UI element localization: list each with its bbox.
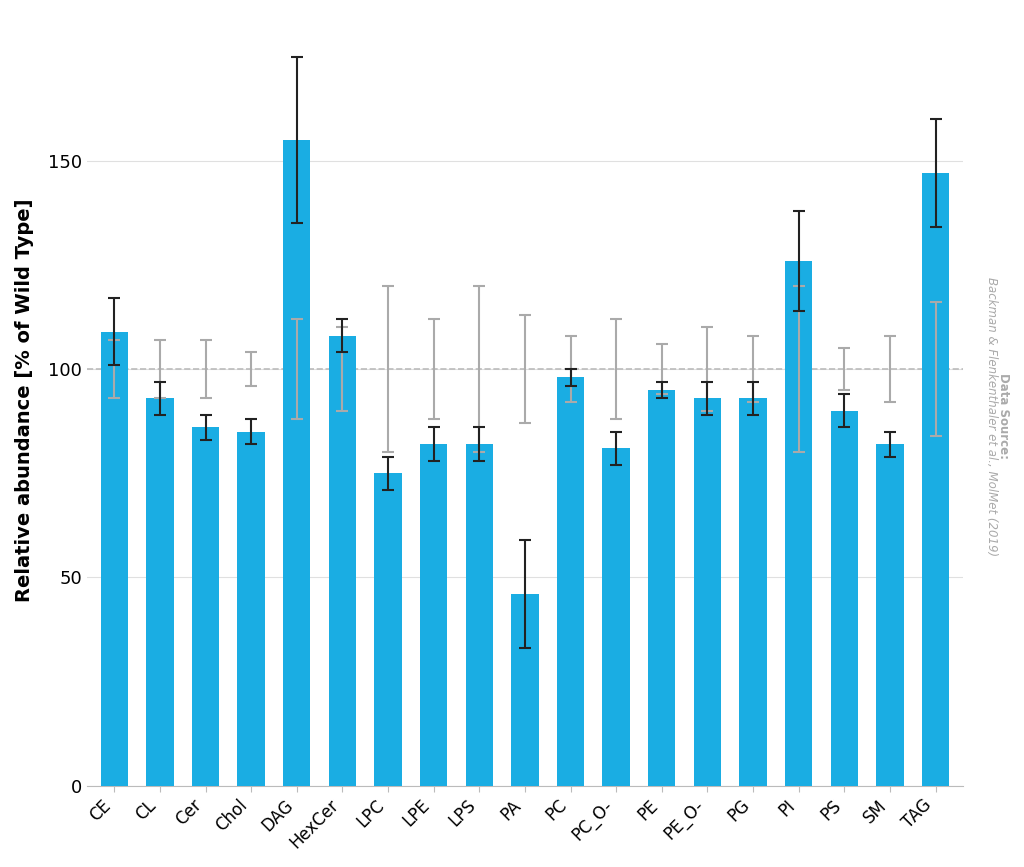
Bar [191, 427, 219, 786]
Bar [557, 377, 585, 786]
Bar [329, 336, 356, 786]
Bar [739, 398, 767, 786]
Bar [877, 444, 903, 786]
Bar [238, 432, 265, 786]
Bar [420, 444, 447, 786]
Bar [466, 444, 493, 786]
Bar [602, 448, 630, 786]
Bar [100, 331, 128, 786]
Bar [830, 411, 858, 786]
Bar [511, 594, 539, 786]
Text: Data Source:: Data Source: [997, 373, 1010, 460]
Bar [648, 390, 676, 786]
Bar [146, 398, 173, 786]
Bar [375, 473, 401, 786]
Bar [785, 261, 812, 786]
Text: Backman & Flenkenthaler et al., MolMet (2019): Backman & Flenkenthaler et al., MolMet (… [985, 277, 997, 556]
Bar [693, 398, 721, 786]
Bar [922, 173, 949, 786]
Bar [283, 140, 310, 786]
Y-axis label: Relative abundance [% of Wild Type]: Relative abundance [% of Wild Type] [15, 199, 34, 602]
